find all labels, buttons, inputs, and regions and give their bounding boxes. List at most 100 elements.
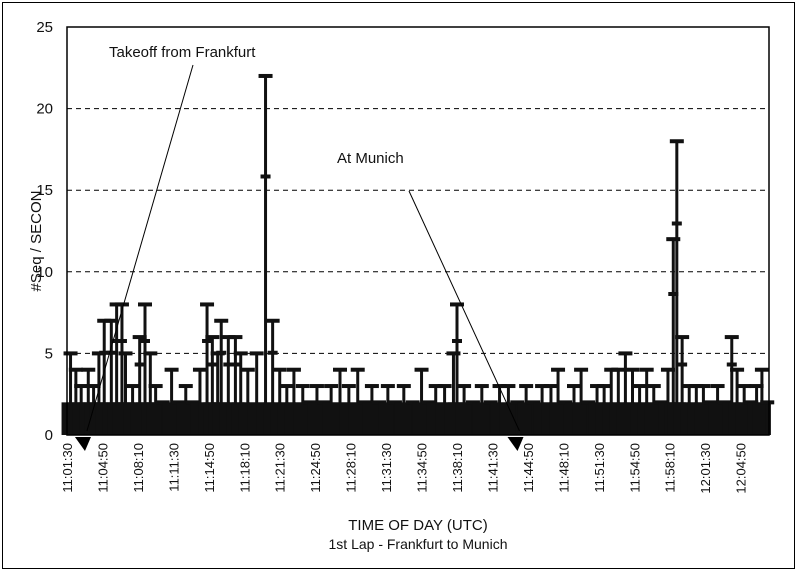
y-axis-label: #Seq / SECON bbox=[28, 191, 45, 292]
data-bar bbox=[412, 367, 431, 435]
data-bar bbox=[348, 367, 367, 435]
bar-cap bbox=[682, 384, 697, 389]
bar-stem bbox=[210, 337, 214, 435]
data-bar bbox=[162, 367, 181, 435]
bar-cap bbox=[675, 335, 690, 340]
bar-mid-cap bbox=[134, 362, 145, 367]
bar-stem bbox=[124, 353, 127, 435]
x-tick-label: 11:24:50 bbox=[308, 443, 323, 493]
bar-fill bbox=[146, 402, 165, 435]
bar-cap bbox=[689, 384, 704, 389]
bar-fill bbox=[412, 402, 431, 435]
bar-cap bbox=[63, 351, 78, 356]
bar-fill bbox=[362, 402, 381, 435]
annotation-layer: Takeoff from Frankfurt At Munich bbox=[74, 44, 524, 451]
bar-cap bbox=[754, 367, 769, 372]
bar-fill bbox=[549, 402, 568, 435]
y-tick-label: 0 bbox=[45, 427, 53, 444]
bar-cap bbox=[249, 351, 264, 356]
y-tick-label: 5 bbox=[45, 345, 53, 362]
bar-cap bbox=[639, 367, 654, 372]
bar-cap bbox=[567, 384, 581, 389]
bar-mid-cap bbox=[452, 338, 462, 343]
bar-cap bbox=[501, 384, 516, 389]
bar-cap bbox=[574, 367, 589, 372]
bar-stem bbox=[216, 353, 220, 435]
annotation-arrow bbox=[507, 437, 524, 451]
bar-stem bbox=[143, 304, 147, 435]
x-tick-label: 11:04:50 bbox=[95, 443, 110, 493]
data-bar bbox=[293, 384, 312, 435]
bar-mid-cap bbox=[230, 362, 241, 367]
bar-cap bbox=[97, 318, 112, 323]
plot-area-border bbox=[66, 26, 770, 436]
bar-cap bbox=[265, 318, 280, 323]
x-tick-label: 11:28:10 bbox=[344, 443, 359, 493]
data-bar bbox=[472, 384, 491, 435]
bar-stem bbox=[233, 337, 237, 435]
bar-mid-cap bbox=[216, 350, 227, 355]
bar-cap bbox=[350, 367, 365, 372]
bar-fill bbox=[472, 402, 491, 435]
bar-mid-cap bbox=[202, 338, 213, 343]
bar-fill bbox=[378, 402, 397, 435]
bar-cap bbox=[91, 351, 106, 356]
x-tick-label: 12:01:30 bbox=[698, 443, 713, 494]
bar-cap bbox=[200, 302, 215, 307]
data-bar bbox=[644, 384, 663, 435]
bar-cap bbox=[114, 302, 129, 307]
bar-fill bbox=[517, 402, 536, 435]
data-bar bbox=[176, 384, 195, 435]
bar-cap bbox=[660, 367, 675, 372]
bar-cap bbox=[132, 335, 147, 340]
data-bar bbox=[307, 384, 326, 435]
bar-cap bbox=[428, 384, 443, 389]
bar-cap bbox=[233, 351, 248, 356]
data-bar bbox=[455, 384, 474, 435]
x-axis-label: TIME OF DAY (UTC) bbox=[348, 517, 487, 534]
bar-cap bbox=[125, 384, 140, 389]
x-tick-label: 11:34:50 bbox=[415, 443, 430, 493]
bar-fill bbox=[293, 402, 312, 435]
bar-mid-cap bbox=[99, 350, 110, 355]
data-bar bbox=[499, 384, 518, 435]
bar-mid-cap bbox=[116, 338, 127, 343]
bar-cap bbox=[737, 384, 752, 389]
bar-cap bbox=[272, 367, 287, 372]
bar-cap bbox=[138, 302, 152, 307]
bar-mid-cap bbox=[671, 221, 682, 226]
bar-stem bbox=[69, 353, 73, 435]
bar-cap bbox=[240, 367, 255, 372]
bar-stem bbox=[239, 353, 243, 435]
x-tick-label: 11:44:50 bbox=[521, 443, 536, 493]
y-tick-label: 15 bbox=[36, 182, 53, 199]
bar-cap bbox=[178, 384, 193, 389]
x-tick-label: 11:54:50 bbox=[627, 443, 642, 493]
data-bar bbox=[572, 367, 591, 435]
bar-stem bbox=[730, 337, 734, 435]
bar-cap bbox=[551, 367, 566, 372]
bar-cap bbox=[228, 335, 243, 340]
data-bar bbox=[708, 384, 727, 435]
bar-fill bbox=[694, 402, 713, 435]
bar-mid-cap bbox=[207, 362, 218, 367]
y-tick-label: 10 bbox=[36, 264, 53, 281]
x-tick-label: 11:51:30 bbox=[592, 443, 607, 493]
data-bar bbox=[517, 384, 536, 435]
bar-cap bbox=[724, 335, 739, 340]
bar-cap bbox=[86, 384, 101, 389]
bar-cap bbox=[474, 384, 489, 389]
data-bar bbox=[378, 384, 397, 435]
data-bar bbox=[362, 384, 381, 435]
bar-stem bbox=[271, 320, 275, 435]
x-tick-label: 11:38:10 bbox=[450, 443, 465, 493]
y-tick-labels: 0 5 10 15 20 25 bbox=[36, 19, 53, 444]
bar-cap bbox=[341, 384, 356, 389]
bar-mid-cap bbox=[668, 291, 679, 296]
bar-fill bbox=[455, 402, 474, 435]
grid-layer bbox=[67, 108, 769, 354]
bar-stem bbox=[109, 320, 113, 435]
bar-cap bbox=[446, 351, 461, 356]
bar-mid-cap bbox=[140, 338, 150, 343]
bar-cap bbox=[286, 367, 301, 372]
